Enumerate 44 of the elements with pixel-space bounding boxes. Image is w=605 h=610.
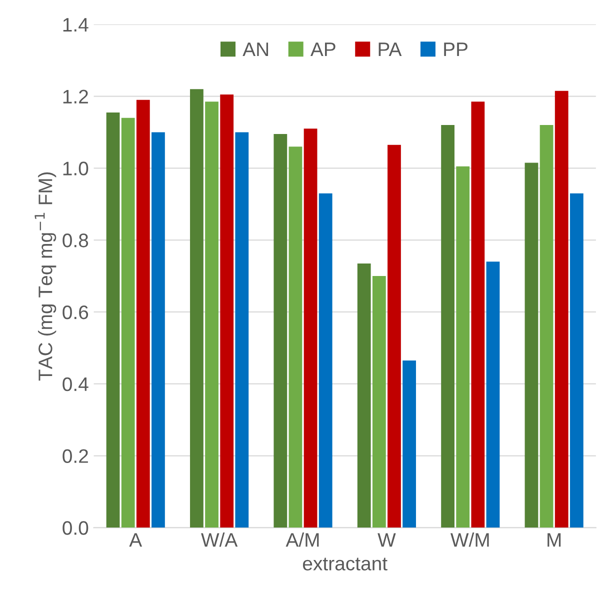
- x-tick-label: A/M: [286, 532, 319, 547]
- y-tick-label: 1.2: [63, 90, 88, 104]
- bar: [471, 102, 485, 528]
- y-tick-label: 0.4: [62, 377, 88, 392]
- y-tick-label: 1.0: [63, 162, 88, 176]
- y-tick-label: 0.8: [62, 234, 88, 248]
- bar: [357, 263, 371, 528]
- y-axis-title: TAC (mg Teq mg$^{−1}$ FM): [34, 172, 56, 381]
- bar: [402, 360, 416, 528]
- bar: [136, 100, 150, 528]
- bar: [106, 112, 120, 528]
- bar: [152, 132, 165, 528]
- bar: [554, 90, 568, 528]
- y-tick-label: 1.4: [63, 18, 88, 32]
- bar: [524, 162, 538, 528]
- bar: [318, 193, 332, 528]
- y-tick-label: 0.6: [62, 305, 88, 320]
- bar: [274, 134, 288, 528]
- legend-label: PP: [444, 42, 468, 56]
- bar: [121, 118, 135, 528]
- bar: [235, 132, 249, 528]
- legend-label: PA: [378, 42, 402, 56]
- legend-label: AN: [242, 42, 268, 56]
- bar: [441, 125, 454, 528]
- bar: [388, 144, 401, 528]
- bar: [190, 89, 204, 528]
- bar: [570, 193, 584, 528]
- legend-label: AP: [310, 42, 336, 56]
- bar: [220, 94, 234, 528]
- x-axis-title: extractant: [302, 558, 388, 570]
- x-tick-label: M: [548, 533, 561, 547]
- bar: [205, 102, 218, 528]
- x-tick-label: W/M: [450, 532, 489, 547]
- y-tick-label: 0.0: [62, 521, 88, 535]
- y-tick-label: 0.2: [62, 449, 88, 463]
- x-tick-label: W: [378, 533, 396, 547]
- bar: [372, 276, 386, 528]
- x-tick-label: A: [129, 533, 142, 547]
- bar: [304, 128, 318, 528]
- bar: [486, 262, 500, 528]
- bar: [288, 146, 302, 528]
- bar: [540, 125, 554, 528]
- bar: [456, 166, 470, 528]
- x-tick-label: W/A: [201, 532, 238, 547]
